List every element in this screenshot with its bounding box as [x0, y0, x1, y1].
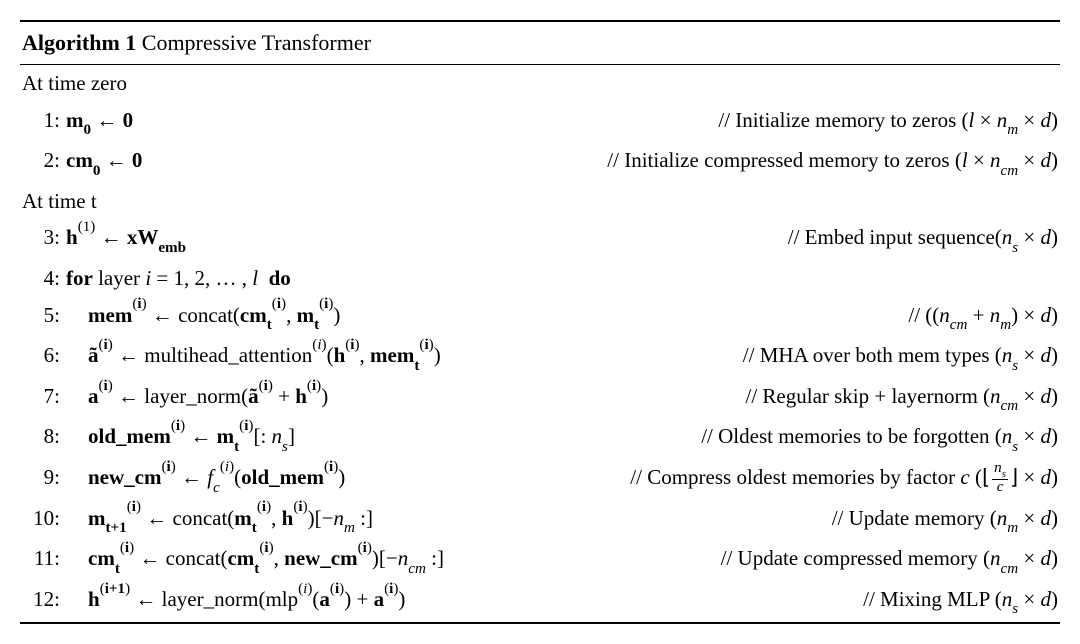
line-comment: // MHA over both mem types (ns × d) [743, 339, 1058, 376]
algo-line-2: 2: cm0 ← 0 // Initialize compressed memo… [20, 142, 1060, 183]
line-code: h(i+1) ← layer_norm(mlp(i)(a(i)) + a(i)) [66, 583, 405, 616]
algorithm-title: Algorithm 1 Compressive Transformer [20, 22, 1060, 65]
line-code: old_mem(i) ← mt(i)[: ns] [66, 420, 295, 457]
algo-line-10: 10: mt+1(i) ← concat(mt(i), h(i))[−nm :]… [20, 500, 1060, 541]
algo-line-6: 6: ã(i) ← multihead_attention(i)(h(i), m… [20, 337, 1060, 378]
line-number: 12: [22, 583, 66, 616]
line-comment: // Oldest memories to be forgotten (ns ×… [701, 420, 1058, 457]
line-comment: // Regular skip + layernorm (ncm × d) [745, 380, 1058, 417]
line-number: 2: [22, 144, 66, 177]
line-code: mt+1(i) ← concat(mt(i), h(i))[−nm :] [66, 502, 373, 539]
line-number: 4: [22, 262, 66, 295]
line-number: 1: [22, 104, 66, 137]
line-comment: // Update compressed memory (ncm × d) [721, 542, 1058, 579]
line-number: 5: [22, 299, 66, 332]
algo-line-3: 3: h(1) ← xWemb // Embed input sequence(… [20, 219, 1060, 260]
line-number: 9: [22, 461, 66, 494]
line-comment: // Initialize compressed memory to zeros… [607, 144, 1058, 181]
line-number: 10: [22, 502, 66, 535]
line-number: 11: [22, 542, 66, 575]
algo-line-8: 8: old_mem(i) ← mt(i)[: ns] // Oldest me… [20, 418, 1060, 459]
algo-line-9: 9: new_cm(i) ← fc(i)(old_mem(i)) // Comp… [20, 459, 1060, 500]
algo-line-1: 1: m0 ← 0 // Initialize memory to zeros … [20, 102, 1060, 143]
line-comment: // Compress oldest memories by factor c … [630, 461, 1058, 496]
section-time-zero: At time zero [20, 65, 1060, 102]
algo-line-12: 12: h(i+1) ← layer_norm(mlp(i)(a(i)) + a… [20, 581, 1060, 622]
algo-line-4: 4: for layer i = 1, 2, … , l do [20, 260, 1060, 297]
line-comment: // Initialize memory to zeros (l × nm × … [718, 104, 1058, 141]
title-bold: Algorithm 1 [22, 30, 136, 55]
line-comment: // Embed input sequence(ns × d) [788, 221, 1058, 258]
section-time-t: At time t [20, 183, 1060, 220]
line-number: 7: [22, 380, 66, 413]
line-code: cm0 ← 0 [66, 144, 142, 181]
line-comment: // Update memory (nm × d) [832, 502, 1058, 539]
line-code: a(i) ← layer_norm(ã(i) + h(i)) [66, 380, 328, 413]
algo-line-5: 5: mem(i) ← concat(cmt(i), mt(i)) // ((n… [20, 297, 1060, 338]
title-rest: Compressive Transformer [136, 30, 371, 55]
line-code: new_cm(i) ← fc(i)(old_mem(i)) [66, 461, 345, 498]
line-number: 8: [22, 420, 66, 453]
line-comment: // Mixing MLP (ns × d) [863, 583, 1058, 620]
line-code: mem(i) ← concat(cmt(i), mt(i)) [66, 299, 340, 336]
line-code: ã(i) ← multihead_attention(i)(h(i), memt… [66, 339, 441, 376]
line-code: for layer i = 1, 2, … , l do [66, 262, 291, 295]
algorithm-block: Algorithm 1 Compressive Transformer At t… [20, 20, 1060, 624]
line-code: m0 ← 0 [66, 104, 133, 141]
line-code: h(1) ← xWemb [66, 221, 186, 258]
algo-line-11: 11: cmt(i) ← concat(cmt(i), new_cm(i))[−… [20, 540, 1060, 581]
line-number: 6: [22, 339, 66, 372]
line-comment: // ((ncm + nm) × d) [908, 299, 1058, 336]
line-number: 3: [22, 221, 66, 254]
line-code: cmt(i) ← concat(cmt(i), new_cm(i))[−ncm … [66, 542, 444, 579]
algo-line-7: 7: a(i) ← layer_norm(ã(i) + h(i)) // Reg… [20, 378, 1060, 419]
